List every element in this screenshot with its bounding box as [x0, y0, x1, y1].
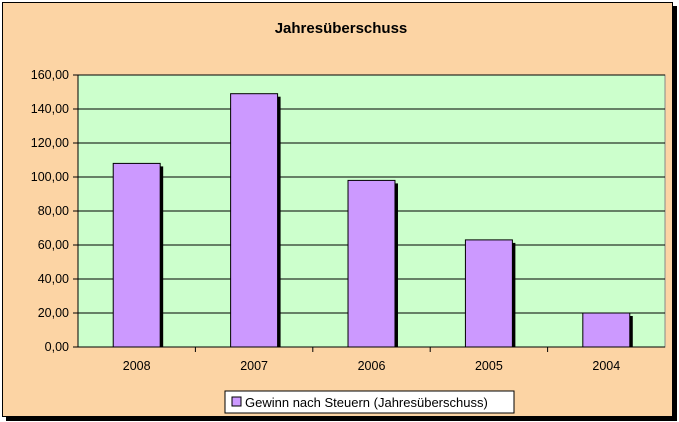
plot-area-group: 0,00 20,00 40,00 60,00 80,00 100,00 120,00 140,…	[31, 68, 666, 373]
y-tick-label: 100,00	[31, 170, 69, 184]
y-tick-label: 140,00	[31, 102, 69, 116]
x-tick-label: 2005	[475, 359, 503, 373]
y-tick-label: 120,00	[31, 136, 69, 150]
bar	[582, 312, 631, 348]
y-tick-label: 160,00	[31, 68, 69, 82]
x-tick-label: 2007	[240, 359, 268, 373]
x-tick-label: 2004	[592, 359, 620, 373]
y-tick-label: 60,00	[38, 238, 69, 252]
bar	[347, 179, 396, 348]
x-tick-label: 2006	[358, 359, 386, 373]
legend-box	[224, 390, 515, 414]
legend-swatch	[231, 396, 242, 407]
y-tick-label: 0,00	[45, 340, 69, 354]
bar	[464, 239, 513, 348]
chart-title: Jahresüberschuss	[275, 20, 408, 37]
legend: Gewinn nach Steuern (Jahresüberschuss)	[224, 390, 515, 414]
bar	[230, 93, 279, 348]
legend-label: Gewinn nach Steuern (Jahresüberschuss)	[245, 395, 488, 410]
bar	[112, 162, 161, 348]
y-tick-label: 40,00	[38, 272, 69, 286]
x-tick-label: 2008	[123, 359, 151, 373]
y-tick-label: 20,00	[38, 306, 69, 320]
y-tick-label: 80,00	[38, 204, 69, 218]
